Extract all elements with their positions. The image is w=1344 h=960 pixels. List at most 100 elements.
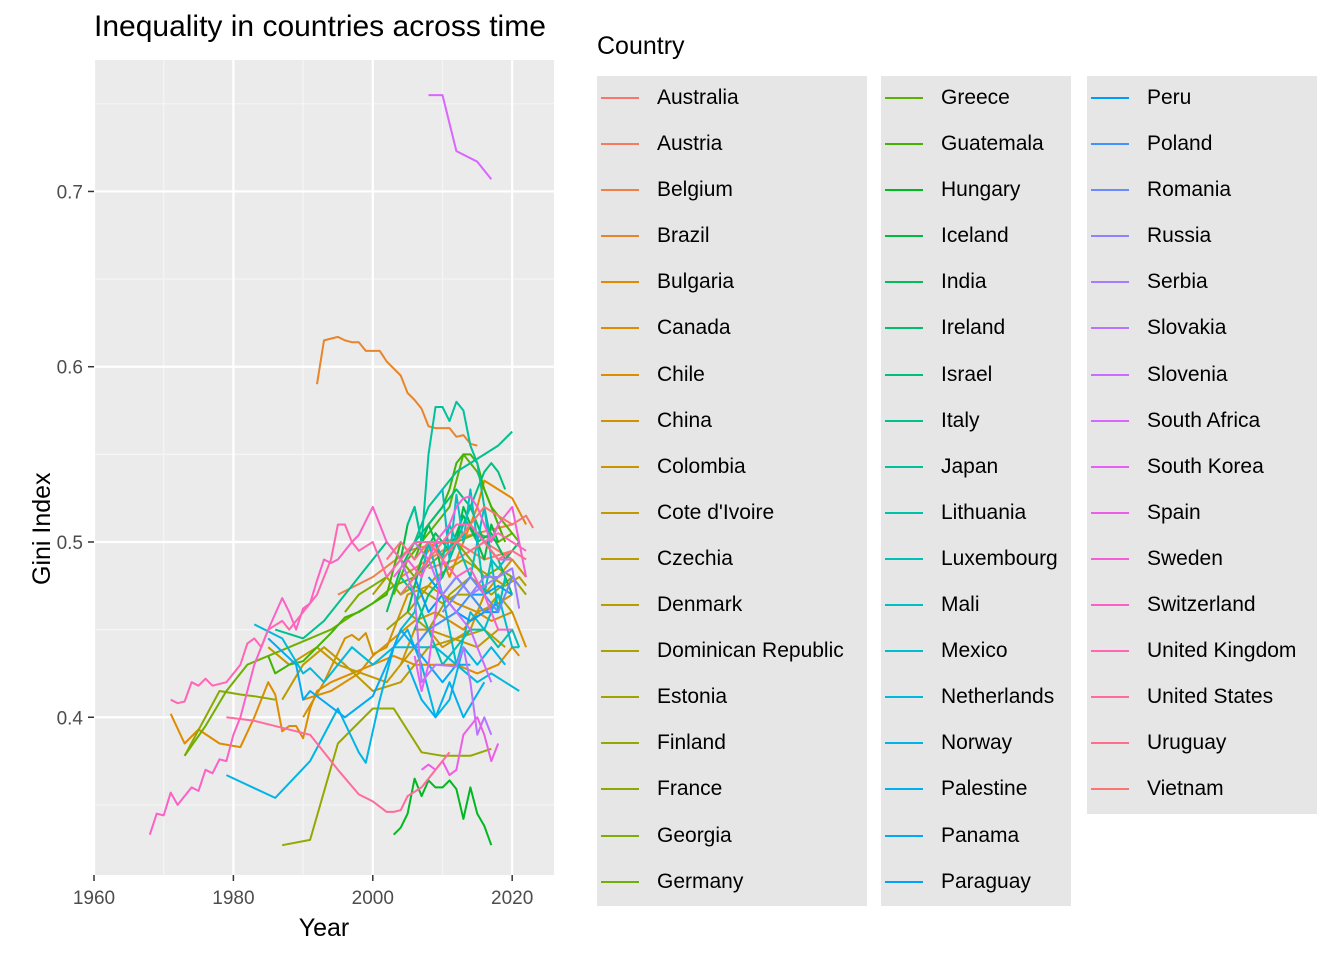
- legend-key-line: [885, 373, 923, 376]
- legend-label: Peru: [1147, 86, 1192, 109]
- series-line-finland: [282, 707, 492, 847]
- x-tick-label: 2000: [352, 888, 394, 909]
- series-line-colombia: [399, 558, 527, 666]
- series-line-sweden: [392, 495, 528, 578]
- legend-label: Panama: [941, 823, 1020, 847]
- legend-key-line: [885, 650, 923, 653]
- legend-key-line: [885, 834, 923, 837]
- series-line-united-kingdom: [170, 523, 527, 705]
- legend-title: Country: [597, 32, 685, 60]
- legend-key-line: [601, 696, 639, 699]
- series-line-vietnam: [399, 505, 534, 596]
- legend-item: Luxembourg: [881, 537, 1071, 583]
- series-line-spain: [420, 716, 500, 777]
- legend-label: Cote d'Ivoire: [657, 500, 775, 524]
- legend-label: Belgium: [657, 178, 733, 202]
- legend-item: Czechia: [597, 537, 867, 583]
- legend-key-line: [601, 373, 639, 376]
- series-line-hungary: [392, 777, 493, 846]
- legend-item: Serbia: [1087, 260, 1317, 306]
- legend-item: Sweden: [1087, 537, 1317, 583]
- legend-column: Greece Guatemala Hungary Iceland India Irelan…: [881, 76, 1071, 906]
- plot-area: 1960 1980 2000 2020 0.4 0.5 0.6 0.7: [57, 60, 554, 909]
- legend-item: Spain: [1087, 491, 1317, 537]
- legend-item: Georgia: [597, 814, 867, 860]
- legend-key-line: [1091, 327, 1129, 330]
- legend-label: Slovenia: [1147, 362, 1228, 386]
- legend-item: Estonia: [597, 675, 867, 721]
- legend-key-line: [885, 143, 923, 146]
- legend-item: South Korea: [1087, 445, 1317, 491]
- legend-key-line: [885, 742, 923, 745]
- legend-key-line: [601, 880, 639, 883]
- legend-key-line: [601, 604, 639, 607]
- series-line-palestine: [406, 664, 486, 719]
- legend-key-line: [885, 235, 923, 238]
- chart-title: Inequality in countries across time: [94, 10, 546, 43]
- legend-key-line: [601, 97, 639, 99]
- legend-key-line: [885, 327, 923, 330]
- series-line-brazil: [316, 335, 478, 447]
- legend-label: Poland: [1147, 132, 1213, 156]
- legend-label: Serbia: [1147, 270, 1208, 294]
- legend-key-line: [1091, 511, 1129, 514]
- legend-label: Chile: [657, 362, 705, 386]
- legend-label: Israel: [941, 362, 993, 386]
- series-line-china: [302, 584, 513, 718]
- x-tick-label: 1980: [212, 888, 254, 909]
- legend-item: Mexico: [881, 629, 1071, 675]
- series-line-norway: [225, 628, 506, 799]
- legend-item: Lithuania: [881, 491, 1071, 537]
- legend-key-line: [885, 281, 923, 284]
- legend-label: Switzerland: [1147, 593, 1256, 617]
- series-line-israel: [413, 462, 507, 630]
- legend-label: India: [941, 270, 987, 294]
- legend-item: Finland: [597, 721, 867, 767]
- legend-label: South Africa: [1147, 408, 1261, 432]
- legend-item: Greece: [881, 76, 1071, 122]
- legend-label: Germany: [657, 869, 744, 893]
- legend-key-line: [601, 189, 639, 192]
- legend-label: Italy: [941, 408, 980, 432]
- legend-item: Netherlands: [881, 675, 1071, 721]
- legend-item: Germany: [597, 860, 867, 906]
- legend-label: United States: [1147, 685, 1274, 709]
- legend-label: Mali: [941, 593, 980, 617]
- legend-item: Chile: [597, 353, 867, 399]
- series-line-south-africa: [428, 94, 493, 180]
- legend-item: China: [597, 399, 867, 445]
- y-axis: 0.4 0.5 0.6 0.7: [57, 182, 94, 729]
- legend-key-line: [1091, 281, 1129, 284]
- legend-label: Russia: [1147, 224, 1212, 248]
- legend-item: Norway: [881, 721, 1071, 767]
- legend-item: Israel: [881, 353, 1071, 399]
- legend-label: Lithuania: [941, 500, 1027, 524]
- legend-item: Australia: [597, 76, 867, 122]
- legend-key-line: [1091, 557, 1129, 560]
- legend-item: Iceland: [881, 214, 1071, 260]
- legend-label: Guatemala: [941, 132, 1044, 156]
- legend-label: Slovakia: [1147, 316, 1227, 340]
- y-tick-label: 0.6: [57, 358, 83, 379]
- legend-key-line: [1091, 419, 1129, 422]
- legend-label: Norway: [941, 731, 1013, 755]
- legend-label: Georgia: [657, 823, 732, 847]
- legend-key-line: [885, 97, 923, 99]
- legend-key-line: [601, 465, 639, 468]
- legend-label: Palestine: [941, 777, 1028, 801]
- legend-item: Italy: [881, 399, 1071, 445]
- legend-key-line: [885, 880, 923, 883]
- legend-label: Canada: [657, 316, 731, 340]
- legend-label: Vietnam: [1147, 777, 1224, 801]
- legend-key-line: [885, 696, 923, 699]
- legend-key-line: [1091, 742, 1129, 745]
- legend-item: United Kingdom: [1087, 629, 1317, 675]
- legend-item: United States: [1087, 675, 1317, 721]
- legend-item: Slovenia: [1087, 353, 1317, 399]
- series-line-france: [183, 690, 276, 757]
- legend-key-line: [885, 557, 923, 560]
- legend-label: United Kingdom: [1147, 639, 1297, 663]
- legend-item: Paraguay: [881, 860, 1071, 906]
- x-axis-title: Year: [298, 914, 350, 942]
- legend-item: Austria: [597, 122, 867, 168]
